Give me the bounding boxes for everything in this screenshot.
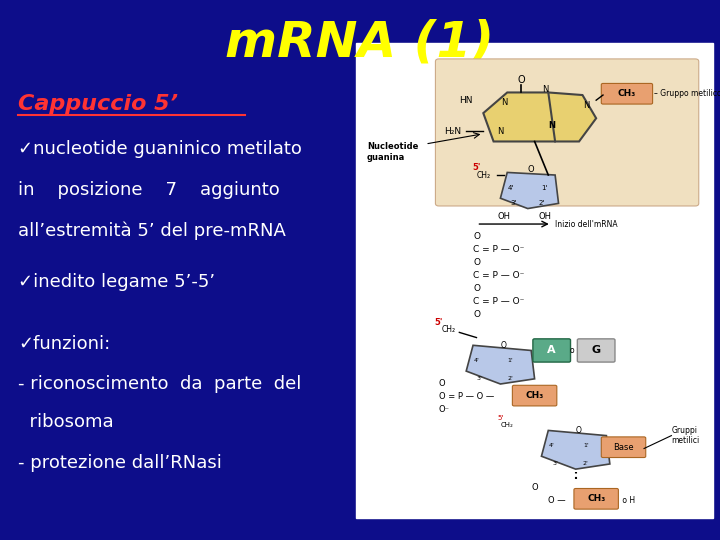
Text: ✓inedito legame 5’-5’: ✓inedito legame 5’-5’	[18, 273, 215, 291]
Polygon shape	[549, 92, 596, 141]
Text: o: o	[570, 346, 575, 355]
Text: Cappuccio 5’: Cappuccio 5’	[18, 94, 178, 114]
Text: CH₃: CH₃	[526, 391, 544, 400]
Text: H₂N: H₂N	[444, 127, 461, 136]
Text: mRNA (1): mRNA (1)	[225, 19, 495, 67]
FancyBboxPatch shape	[574, 489, 618, 509]
Text: 3': 3'	[511, 200, 517, 206]
Text: OH: OH	[539, 212, 552, 221]
Text: in    posizione    7    aggiunto: in posizione 7 aggiunto	[18, 181, 280, 199]
Text: O: O	[517, 75, 525, 85]
Text: O: O	[439, 380, 446, 388]
Text: 1': 1'	[583, 443, 589, 448]
Text: ✓nucleotide guaninico metilato: ✓nucleotide guaninico metilato	[18, 140, 302, 158]
Text: CH₂: CH₂	[501, 422, 513, 428]
Text: 2': 2'	[583, 462, 589, 467]
FancyBboxPatch shape	[601, 83, 652, 104]
FancyBboxPatch shape	[436, 59, 698, 206]
Text: O⁻: O⁻	[439, 406, 450, 414]
Text: - riconoscimento  da  parte  del: - riconoscimento da parte del	[18, 375, 302, 393]
Text: O = P — O —: O = P — O —	[439, 393, 494, 401]
Text: O: O	[576, 426, 582, 435]
Text: C = P — O⁻: C = P — O⁻	[473, 245, 524, 254]
Polygon shape	[541, 430, 610, 469]
Text: A: A	[547, 346, 556, 355]
Text: ✓funzioni:: ✓funzioni:	[18, 335, 110, 353]
Text: ribosoma: ribosoma	[18, 413, 114, 431]
FancyBboxPatch shape	[577, 339, 615, 362]
Polygon shape	[500, 172, 559, 208]
FancyBboxPatch shape	[601, 437, 646, 457]
Text: O —: O —	[549, 496, 566, 504]
Text: 1': 1'	[541, 185, 548, 191]
Text: CH₂: CH₂	[476, 171, 490, 179]
Text: C = P — O⁻: C = P — O⁻	[473, 297, 524, 306]
Text: Gruppi
metilici: Gruppi metilici	[672, 426, 700, 445]
Text: 4': 4'	[549, 443, 554, 448]
Bar	[356, 43, 713, 518]
FancyBboxPatch shape	[513, 386, 557, 406]
Text: CH₃: CH₃	[618, 89, 636, 98]
Text: O: O	[473, 310, 480, 319]
Text: C = P — O⁻: C = P — O⁻	[473, 271, 524, 280]
Text: 2': 2'	[539, 200, 544, 206]
Text: - protezione dall’RNasi: - protezione dall’RNasi	[18, 454, 222, 471]
Text: G: G	[592, 346, 600, 355]
Text: CH₂: CH₂	[442, 325, 456, 334]
Text: 3': 3'	[552, 462, 558, 467]
Text: 5': 5'	[472, 163, 481, 172]
Text: 2': 2'	[508, 376, 513, 381]
Text: Nucleotide
guanina: Nucleotide guanina	[367, 142, 418, 161]
FancyBboxPatch shape	[533, 339, 570, 362]
Polygon shape	[467, 345, 534, 384]
Text: 4': 4'	[508, 185, 514, 191]
Text: N: N	[498, 127, 503, 136]
Text: – Gruppo metilico: – Gruppo metilico	[654, 89, 720, 98]
Text: O: O	[531, 483, 538, 492]
Text: 5': 5'	[498, 415, 503, 421]
Text: N: N	[541, 85, 548, 94]
Text: O: O	[473, 232, 480, 241]
Text: Base: Base	[613, 443, 634, 451]
Text: O: O	[473, 284, 480, 293]
Text: all’estremità 5’ del pre-mRNA: all’estremità 5’ del pre-mRNA	[18, 221, 286, 240]
Text: N: N	[500, 98, 507, 107]
Text: 5': 5'	[435, 318, 443, 327]
Text: O: O	[473, 258, 480, 267]
Text: OH: OH	[498, 212, 510, 221]
Text: N: N	[548, 122, 555, 131]
Text: O: O	[528, 165, 534, 174]
Text: Inizio dell'mRNA: Inizio dell'mRNA	[555, 220, 618, 228]
Text: 3': 3'	[477, 376, 483, 381]
Text: O: O	[501, 341, 507, 350]
Text: o H: o H	[620, 496, 635, 504]
Text: 4': 4'	[474, 358, 480, 363]
Text: N: N	[582, 101, 589, 110]
Text: 1': 1'	[508, 358, 513, 363]
Polygon shape	[483, 92, 569, 141]
Text: HN: HN	[459, 96, 473, 105]
Text: CH₃: CH₃	[587, 494, 606, 503]
